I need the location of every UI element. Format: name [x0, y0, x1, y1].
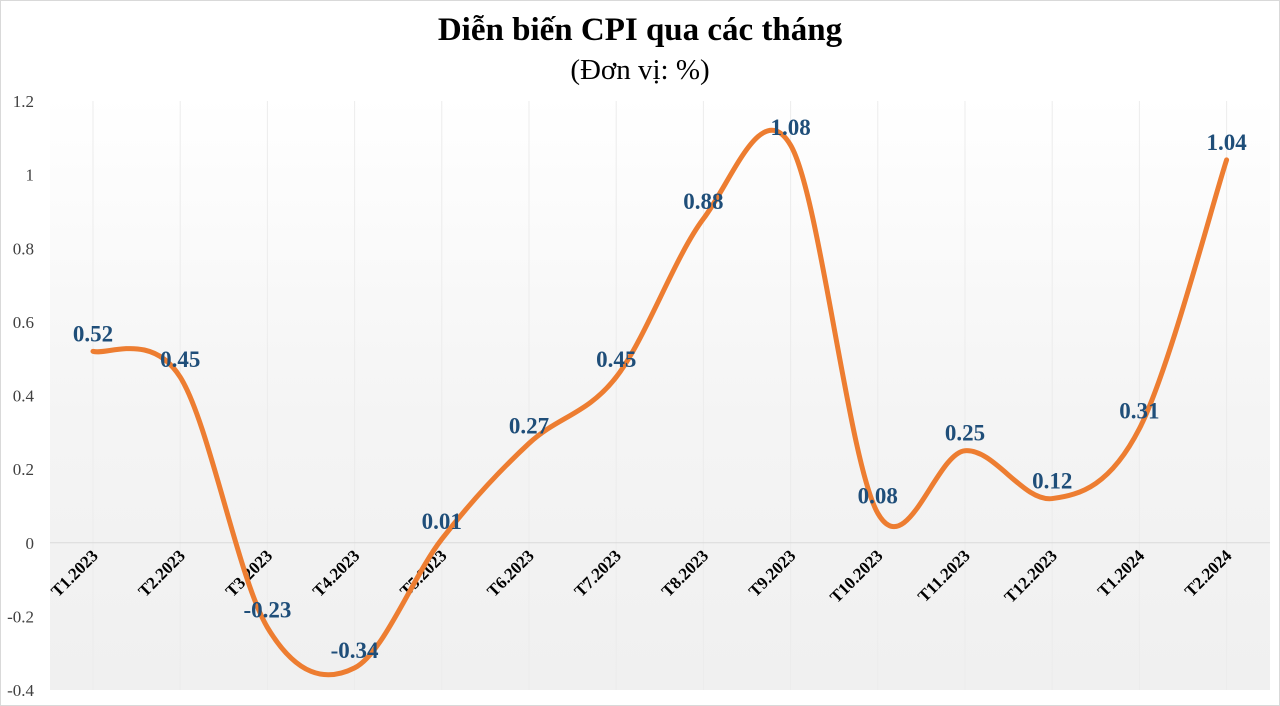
- data-label: 0.88: [683, 189, 723, 214]
- y-tick-label: 1.2: [13, 92, 34, 111]
- y-tick-label: 0.4: [13, 387, 35, 406]
- y-tick-label: -0.4: [7, 681, 34, 700]
- y-tick-label: 0.8: [13, 239, 34, 258]
- plot-area: [50, 96, 1270, 690]
- vertical-gridlines: [92, 101, 1228, 690]
- y-tick-label: 0.6: [13, 313, 34, 332]
- chart-title: Diễn biến CPI qua các tháng: [437, 12, 843, 48]
- y-tick-label: 0: [26, 534, 35, 553]
- data-label: -0.23: [243, 597, 291, 622]
- data-label: -0.34: [331, 638, 379, 663]
- y-tick-label: 0.2: [13, 460, 34, 479]
- data-label: 0.27: [509, 413, 549, 438]
- chart-subtitle: (Đơn vị: %): [570, 54, 710, 86]
- data-labels: 0.52 0.45 -0.23 -0.34 0.01 0.27 0.45 0.88 1.08 0.…: [73, 115, 1247, 663]
- data-label: 0.12: [1032, 469, 1072, 494]
- y-axis-ticks: 1.2 1 0.8 0.6 0.4 0.2 0 -0.2 -0.4: [7, 92, 34, 700]
- cpi-series-line: [90, 127, 1230, 678]
- data-label: 1.04: [1206, 130, 1247, 155]
- data-label: 0.45: [160, 347, 200, 372]
- data-label: 0.31: [1119, 399, 1159, 424]
- data-label: 0.01: [422, 509, 462, 534]
- y-tick-label: -0.2: [7, 607, 34, 626]
- data-label: 0.45: [596, 347, 636, 372]
- data-label: 0.08: [858, 483, 898, 508]
- data-label: 0.52: [73, 321, 113, 346]
- y-tick-label: 1: [26, 166, 35, 185]
- data-label: 1.08: [770, 115, 810, 140]
- data-label: 0.25: [945, 421, 985, 446]
